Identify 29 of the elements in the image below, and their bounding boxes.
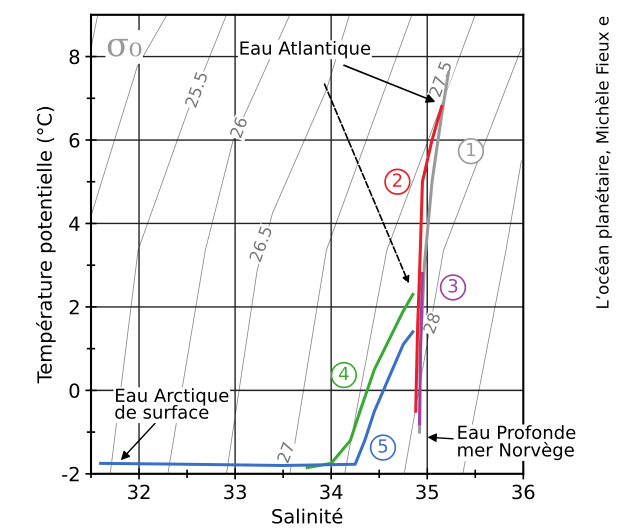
series-label: 4 (338, 366, 349, 380)
annotation: Eau Atlantique (240, 40, 370, 58)
x-tick-label: 33 (224, 484, 246, 500)
y-tick-label: 2 (70, 300, 79, 314)
series-label: 1 (467, 143, 475, 156)
x-tick-label: 34 (320, 484, 342, 500)
series-label: 2 (393, 173, 402, 187)
annotation: 26 (229, 116, 248, 138)
annotation: 28 (422, 312, 441, 334)
annotation: 27 (276, 442, 294, 464)
y-tick-label: -2 (62, 466, 79, 482)
y-tick-label: 4 (69, 216, 80, 231)
x-axis-title: Salinité (272, 508, 342, 524)
y-axis-title: Température potentielle (°C) (36, 107, 56, 384)
annotation: 25.5 (184, 71, 208, 108)
annotation: 26.5 (248, 226, 272, 262)
x-tick-label: 36 (512, 484, 534, 500)
series-label: 5 (378, 439, 388, 453)
x-tick-label: 35 (416, 484, 438, 500)
series-label: 3 (448, 279, 458, 293)
annotation: σ₀ (108, 38, 142, 57)
annotation: Eau Arctique de surface (115, 388, 228, 419)
text: L’océan planétaire, Michèle Fieux e (595, 16, 612, 308)
y-tick-label: 6 (70, 132, 80, 148)
annotation: Eau Profonde mer Norvège (458, 425, 576, 460)
x-tick-label: 32 (128, 484, 150, 500)
y-tick-label: 0 (70, 383, 80, 398)
y-tick-label: 8 (70, 50, 80, 64)
annotation: 27.5 (428, 60, 452, 98)
